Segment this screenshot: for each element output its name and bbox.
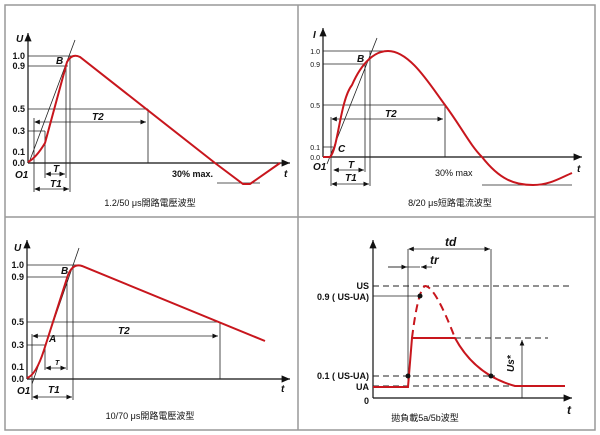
svg-text:t: t	[281, 384, 285, 395]
svg-text:0.1: 0.1	[11, 362, 24, 372]
svg-text:T: T	[348, 160, 355, 171]
svg-text:B: B	[61, 266, 68, 277]
svg-text:0.1: 0.1	[310, 145, 320, 152]
svg-text:1.0: 1.0	[310, 49, 320, 56]
svg-text:t: t	[567, 403, 572, 417]
svg-text:UA: UA	[356, 382, 369, 392]
svg-text:0.9: 0.9	[310, 62, 320, 69]
x-axis-label: t	[284, 169, 288, 180]
svg-text:T: T	[53, 164, 60, 175]
svg-text:t: t	[577, 164, 581, 175]
svg-text:Us*: Us*	[506, 354, 517, 372]
svg-text:0.3: 0.3	[12, 126, 25, 136]
y-axis-label: U	[16, 34, 24, 45]
svg-text:0.5: 0.5	[11, 317, 24, 327]
svg-text:B: B	[56, 56, 63, 67]
svg-text:0.1 ( US-UA): 0.1 ( US-UA)	[317, 371, 369, 381]
svg-text:1.0: 1.0	[12, 51, 25, 61]
svg-text:T2: T2	[92, 112, 104, 123]
svg-text:0.9 ( US-UA): 0.9 ( US-UA)	[317, 292, 369, 302]
svg-text:0.0: 0.0	[11, 374, 24, 384]
panel-10-70-voltage: U t 1.00.9 0.50.3 0.10.0 A B O1 T T1 T2 …	[11, 240, 290, 421]
waveform-curve	[27, 54, 281, 185]
svg-text:td: td	[445, 235, 457, 249]
caption: 1.2/50 μs開路電壓波型	[104, 197, 195, 208]
svg-text:I: I	[313, 30, 316, 41]
svg-text:0.9: 0.9	[11, 272, 24, 282]
svg-text:US: US	[356, 281, 369, 291]
svg-text:0.0: 0.0	[310, 155, 320, 162]
svg-text:0.0: 0.0	[12, 158, 25, 168]
svg-text:O1: O1	[313, 162, 327, 173]
svg-text:T: T	[55, 360, 60, 367]
svg-text:0.3: 0.3	[11, 340, 24, 350]
svg-text:A: A	[48, 334, 56, 345]
svg-text:T1: T1	[345, 173, 357, 184]
svg-text:0.5: 0.5	[12, 104, 25, 114]
svg-text:拋負載5a/5b波型: 拋負載5a/5b波型	[391, 412, 459, 423]
svg-text:C: C	[338, 144, 346, 155]
panel-8-20-current: I t 1.0 0.9 0.5 0.1 0.0 B C O1 T T1 T2 30% …	[310, 28, 582, 208]
svg-text:10/70 μs開路電壓波型: 10/70 μs開路電壓波型	[106, 410, 195, 421]
svg-text:0.9: 0.9	[12, 61, 25, 71]
svg-text:B: B	[357, 54, 364, 65]
svg-text:tr: tr	[430, 253, 440, 267]
svg-text:30% max: 30% max	[435, 168, 473, 178]
panel-1-2-50-voltage: U t 1.00.9 0.5 0.3 0.10.0 B O1 T T1 T2 30…	[12, 33, 290, 208]
svg-text:0.1: 0.1	[12, 147, 25, 157]
svg-text:8/20 μs短路電流波型: 8/20 μs短路電流波型	[408, 197, 492, 208]
svg-text:30% max.: 30% max.	[172, 169, 213, 179]
svg-text:O1: O1	[15, 170, 29, 181]
svg-text:0: 0	[364, 396, 369, 406]
svg-text:U: U	[14, 243, 22, 254]
svg-text:T2: T2	[385, 109, 397, 120]
svg-text:T1: T1	[50, 179, 62, 190]
svg-text:T1: T1	[48, 385, 60, 396]
svg-text:T2: T2	[118, 326, 130, 337]
y-ticks: 1.00.9 0.5 0.3 0.10.0	[12, 51, 25, 168]
panel-load-dump: t US0.9 ( US-UA) 0.1 ( US-UA)UA 0 td tr U…	[317, 235, 572, 423]
svg-text:0.5: 0.5	[310, 103, 320, 110]
svg-text:O1: O1	[17, 386, 31, 397]
svg-text:1.0: 1.0	[11, 260, 24, 270]
